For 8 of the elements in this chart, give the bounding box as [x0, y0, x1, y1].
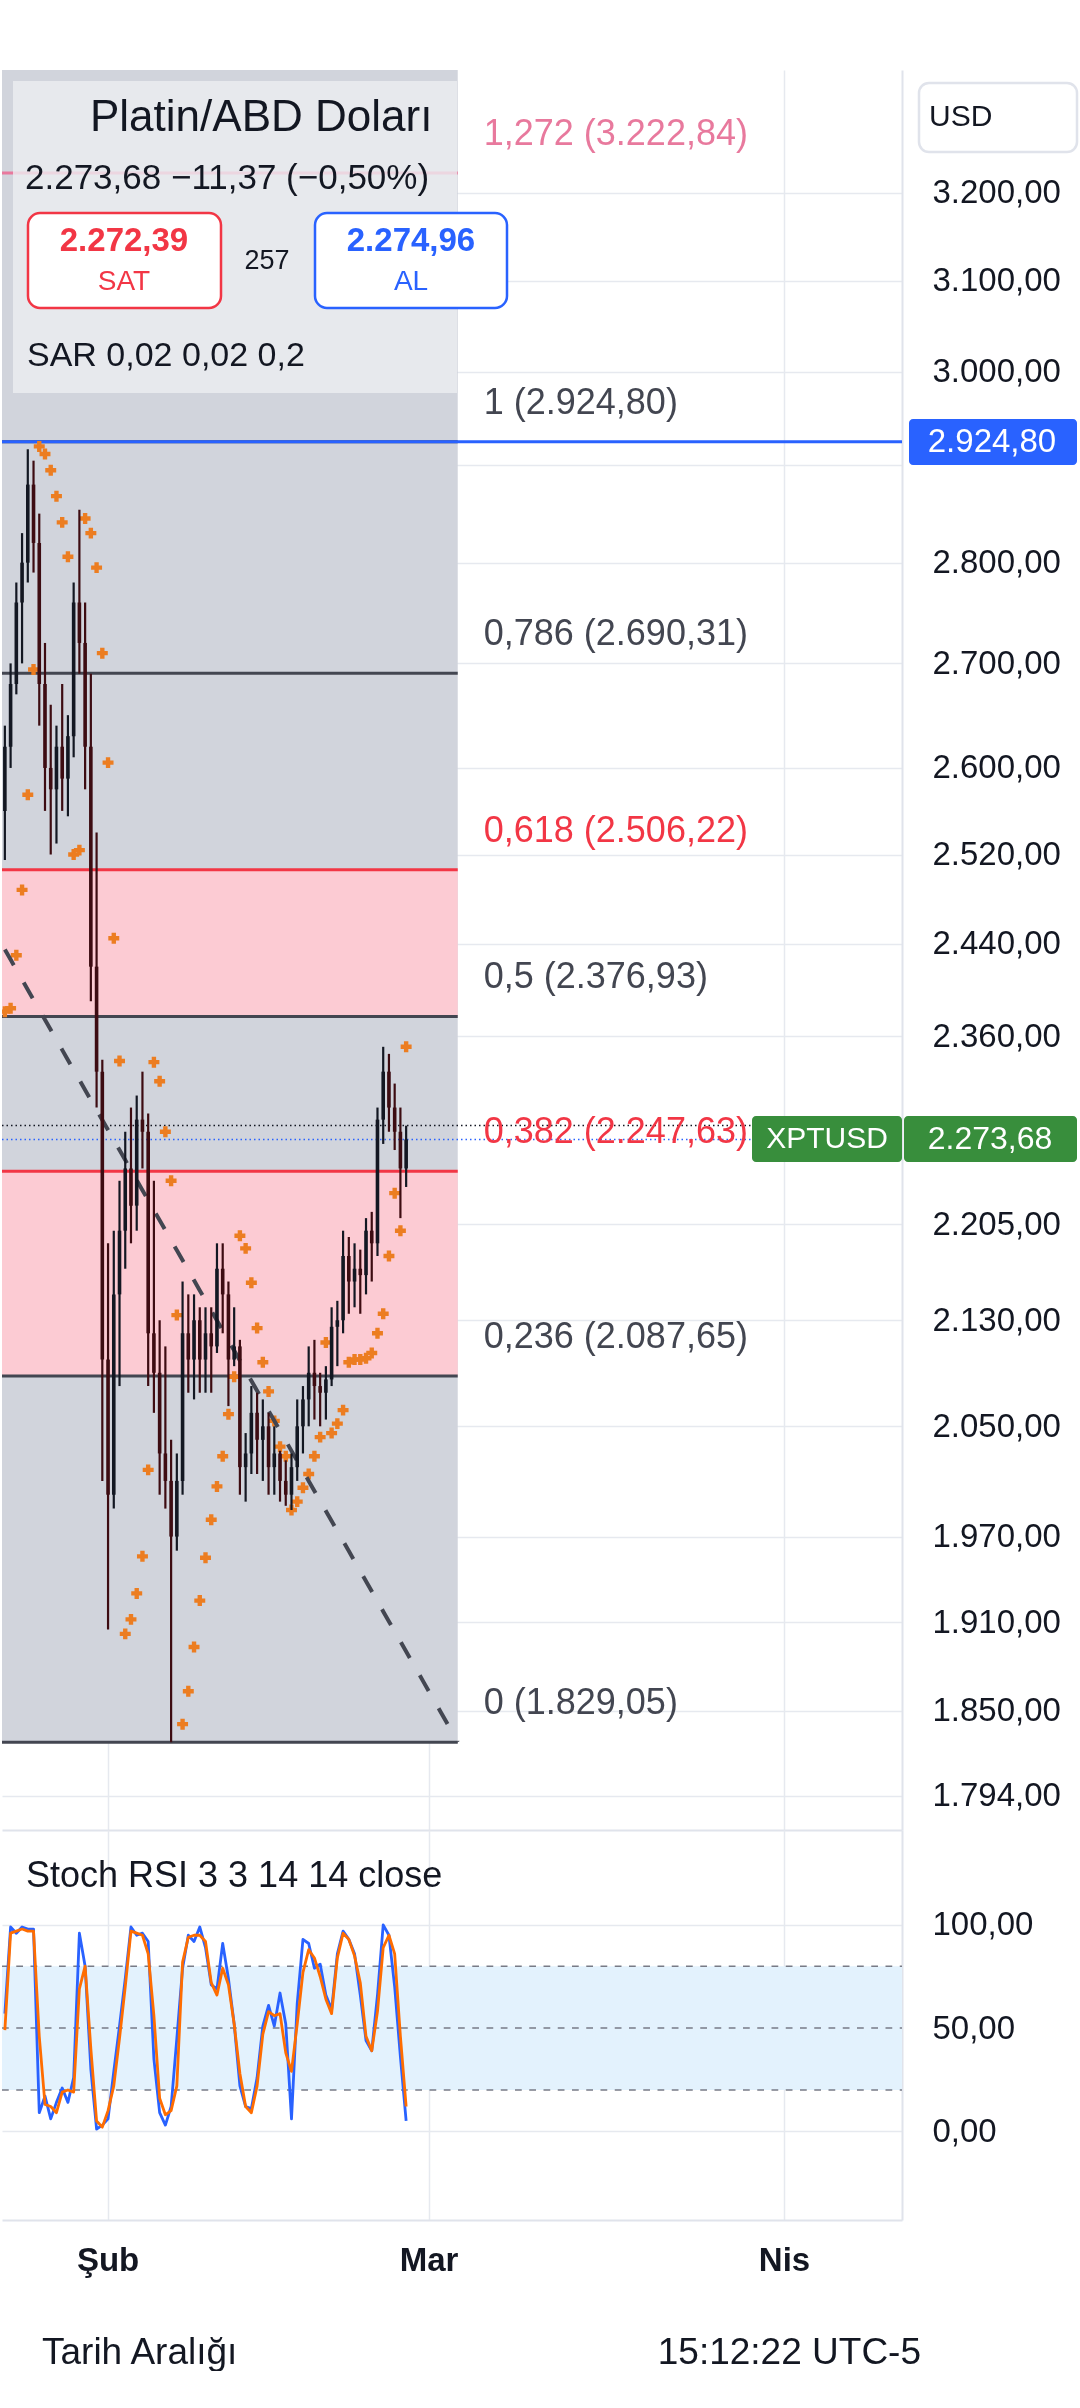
x-tick-label: Nis: [758, 2240, 811, 2278]
text: Stoch RSI 3 3 14 14 close: [26, 1854, 443, 1895]
y-tick-label: 100,00: [932, 1905, 1034, 1943]
x-tick-label: Şub: [76, 2240, 140, 2278]
text: 15:12:22 UTC-5: [657, 2331, 921, 2372]
x-tick-label: Mar: [399, 2240, 459, 2278]
y-tick-label: 50,00: [932, 2008, 1016, 2046]
y-tick-label: 0,00: [932, 2111, 997, 2149]
